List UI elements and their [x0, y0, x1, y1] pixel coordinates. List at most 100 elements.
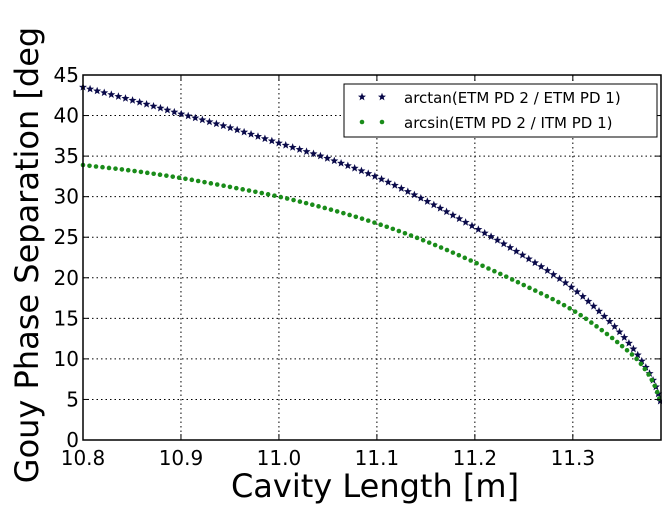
data-point [100, 164, 105, 170]
tick-labels: 10.8 10.9 11.0 11.1 11.2 11.3 0 5 10 15 20 25 30 35 40… [54, 63, 596, 470]
data-point [599, 327, 605, 333]
data-point [561, 278, 570, 287]
data-point [549, 270, 558, 278]
x-tick-label: 11.3 [551, 446, 596, 470]
data-point [135, 98, 144, 106]
data-point [543, 266, 552, 274]
legend-markers [358, 92, 386, 125]
data-point [334, 209, 340, 214]
x-tick-label: 11.0 [257, 446, 302, 470]
legend-label-arctan: arctan(ETM PD 2 / ETM PD 1) [404, 89, 621, 107]
data-point [142, 99, 151, 108]
data-point [498, 271, 503, 277]
data-point [442, 207, 451, 216]
data-point [100, 88, 109, 97]
data-point [295, 145, 304, 153]
data-point [654, 389, 660, 395]
data-point [328, 207, 334, 212]
data-point [253, 189, 258, 195]
data-point [205, 117, 214, 126]
y-axis-title: Gouy Phase Separation [deg [8, 27, 46, 483]
data-point [594, 324, 599, 329]
data-point [226, 123, 235, 132]
data-point [462, 255, 468, 261]
data-point [544, 293, 550, 299]
data-point [125, 167, 131, 173]
data-point [633, 350, 642, 359]
data-point [589, 320, 594, 325]
data-point [370, 172, 379, 180]
data-point [337, 159, 346, 167]
data-point [646, 372, 651, 377]
data-point [604, 331, 610, 337]
data-point [265, 192, 271, 197]
data-point [86, 84, 95, 93]
data-point [350, 164, 359, 172]
data-point [629, 344, 638, 353]
data-point [414, 235, 420, 241]
data-point [119, 167, 125, 172]
data-point [420, 237, 426, 243]
data-point [227, 184, 233, 190]
data-point [323, 154, 332, 162]
data-point [509, 277, 515, 282]
legend-marker-arcsin [359, 119, 365, 125]
data-point [609, 335, 615, 341]
data-point [532, 288, 538, 293]
data-point [297, 199, 303, 204]
data-point [267, 136, 276, 145]
data-point [156, 103, 165, 112]
data-point [614, 339, 620, 345]
data-point [537, 262, 546, 271]
data-point [555, 274, 564, 283]
data-point [410, 190, 419, 199]
data-point [456, 252, 462, 258]
data-point [170, 107, 179, 116]
data-point [113, 166, 118, 171]
data-point [499, 239, 508, 248]
data-point [288, 143, 297, 151]
data-point [480, 228, 489, 237]
data-point [183, 176, 188, 182]
data-point [107, 90, 116, 99]
data-point [170, 174, 176, 179]
data-point [390, 181, 399, 189]
data-point [556, 299, 561, 305]
data-point [396, 228, 402, 234]
data-point [93, 86, 102, 95]
data-point [403, 187, 412, 196]
data-point [247, 130, 256, 138]
x-tick-label: 10.8 [61, 446, 106, 470]
series-layer [79, 82, 662, 405]
data-point [365, 218, 371, 223]
data-point [583, 316, 589, 322]
legend: arctan(ETM PD 2 / ETM PD 1) arcsin(ETM P… [343, 83, 658, 138]
legend-marker-arctan [358, 92, 366, 101]
data-point [438, 245, 444, 250]
data-point [132, 168, 137, 174]
data-point [353, 214, 359, 220]
legend-marker-arctan [378, 92, 386, 101]
data-point [246, 188, 252, 193]
data-point [240, 187, 245, 192]
data-point [316, 204, 321, 209]
grid [83, 75, 661, 440]
data-point [423, 197, 432, 205]
y-tick-label: 35 [54, 144, 79, 168]
data-point [377, 175, 386, 183]
y-tick-label: 0 [66, 428, 79, 452]
x-tick-label: 11.1 [355, 446, 400, 470]
data-point [214, 182, 220, 187]
x-axis-title: Cavity Length [m] [231, 467, 519, 505]
data-point [538, 291, 544, 296]
data-point [624, 347, 630, 353]
data-point [212, 119, 221, 128]
data-point [615, 327, 624, 336]
data-point [93, 164, 99, 169]
data-point [372, 220, 377, 225]
data-point [310, 202, 315, 207]
data-point [121, 94, 130, 102]
data-point [474, 260, 479, 266]
data-point [461, 218, 470, 226]
